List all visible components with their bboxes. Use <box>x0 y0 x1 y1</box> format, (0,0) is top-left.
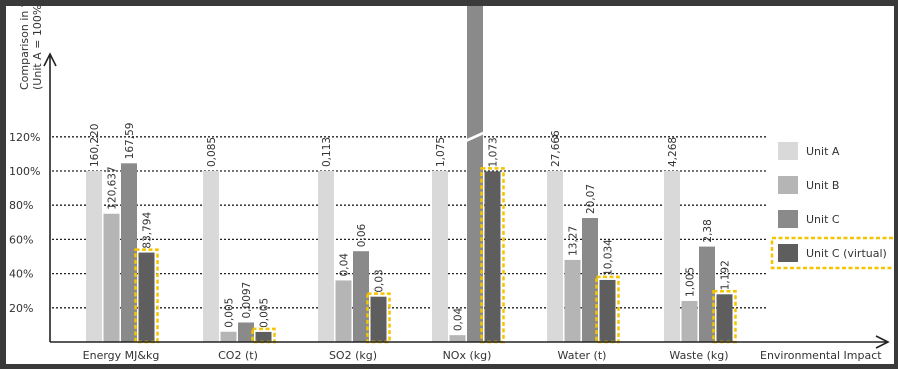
y-axis-arrow <box>43 52 57 67</box>
bar <box>353 251 369 342</box>
bar <box>432 171 448 342</box>
y-tick-label: 80% <box>9 199 33 212</box>
bar <box>599 279 616 342</box>
category-label: CO2 (t) <box>218 349 258 362</box>
value-label: 1,005 <box>685 267 697 297</box>
category-label: Energy MJ&kg <box>83 349 160 362</box>
highlight-box <box>712 290 737 344</box>
bar <box>681 300 698 342</box>
legend-label: Unit B <box>806 179 839 192</box>
value-label: 2,38 <box>702 219 714 242</box>
value-label: 0,085 <box>206 137 218 167</box>
category-label: Water (t) <box>558 349 607 362</box>
bar <box>335 280 352 342</box>
category-label: SO2 (kg) <box>329 349 377 362</box>
category-labels: Energy MJ&kg CO2 (t) SO2 (kg) NOx (kg) Water… <box>83 349 729 362</box>
value-label: 0,03 <box>374 269 386 292</box>
bar <box>255 331 272 342</box>
value-label: 0,113 <box>321 137 333 167</box>
value-label: 0,04 <box>339 253 351 277</box>
value-label: 167,59 <box>124 123 136 160</box>
value-label: 27,666 <box>550 130 562 167</box>
bar <box>220 331 237 342</box>
bar <box>547 171 563 342</box>
y-ticks: 20% 40% 60% 80% 100% 120% <box>9 131 40 315</box>
y-tick-label: 100% <box>9 165 40 178</box>
bar <box>86 171 102 342</box>
value-label: 83,794 <box>142 212 154 249</box>
axis-break <box>465 130 485 143</box>
bar <box>203 171 219 342</box>
value-label: 0,005 <box>224 298 236 328</box>
value-label: 10,034 <box>603 239 615 276</box>
chart-svg: 20% 40% 60% 80% 100% 120% Energy MJ&kg CO2 (t)… <box>9 0 898 362</box>
bar <box>582 218 598 342</box>
grid <box>52 136 768 309</box>
category-label: Waste (kg) <box>669 349 728 362</box>
y-tick-label: 40% <box>9 268 33 281</box>
legend-swatch <box>778 244 798 262</box>
value-label: 13,27 <box>568 226 580 256</box>
value-label: 0,04 <box>453 307 465 331</box>
value-label: 160,220 <box>89 124 101 167</box>
value-label: 4,268 <box>667 137 679 167</box>
legend-label: Unit C <box>806 213 840 226</box>
value-label: 0,0097 <box>241 282 253 319</box>
legend-swatch <box>778 210 798 228</box>
value-label: 20,07 <box>585 184 597 214</box>
x-axis-arrow <box>875 335 890 349</box>
value-labels: 160,220 120,637 167,59 83,794 0,085 0,005 0,00… <box>89 123 732 332</box>
bar <box>467 0 483 342</box>
x-axis-title: Environmental Impact <box>760 349 882 362</box>
legend-swatch <box>778 176 798 194</box>
legend-label: Unit A <box>806 145 840 158</box>
bar <box>449 335 466 342</box>
value-label: 0,005 <box>259 298 271 328</box>
bar <box>664 171 680 342</box>
category-label: NOx (kg) <box>443 349 492 362</box>
legend-swatch <box>778 142 798 160</box>
bar <box>716 294 733 342</box>
value-label: 1,192 <box>720 260 732 290</box>
bar <box>484 171 501 342</box>
value-label: 1,075 <box>435 137 447 167</box>
bar <box>318 171 334 342</box>
value-label: 0,06 <box>356 224 368 248</box>
y-tick-label: 20% <box>9 302 33 315</box>
y-axis-title: Comparison in % <box>18 6 31 90</box>
axes <box>43 52 890 349</box>
y-tick-label: 60% <box>9 233 33 246</box>
bars <box>86 0 737 344</box>
bar <box>121 163 137 342</box>
y-axis-subtitle: (Unit A = 100%) <box>31 6 44 90</box>
legend: Unit A Unit B Unit C Unit C (virtual) <box>770 142 898 270</box>
y-tick-label: 120% <box>9 131 40 144</box>
bar <box>138 252 155 342</box>
bar <box>564 259 581 342</box>
value-label: 1,073 <box>488 137 500 167</box>
bar <box>370 296 387 342</box>
bar <box>238 322 254 342</box>
value-label: 120,637 <box>107 166 119 209</box>
bar <box>699 246 715 342</box>
bar <box>103 213 120 342</box>
legend-label: Unit C (virtual) <box>806 247 887 260</box>
chart: 20% 40% 60% 80% 100% 120% Energy MJ&kg CO2 (t)… <box>6 0 898 364</box>
